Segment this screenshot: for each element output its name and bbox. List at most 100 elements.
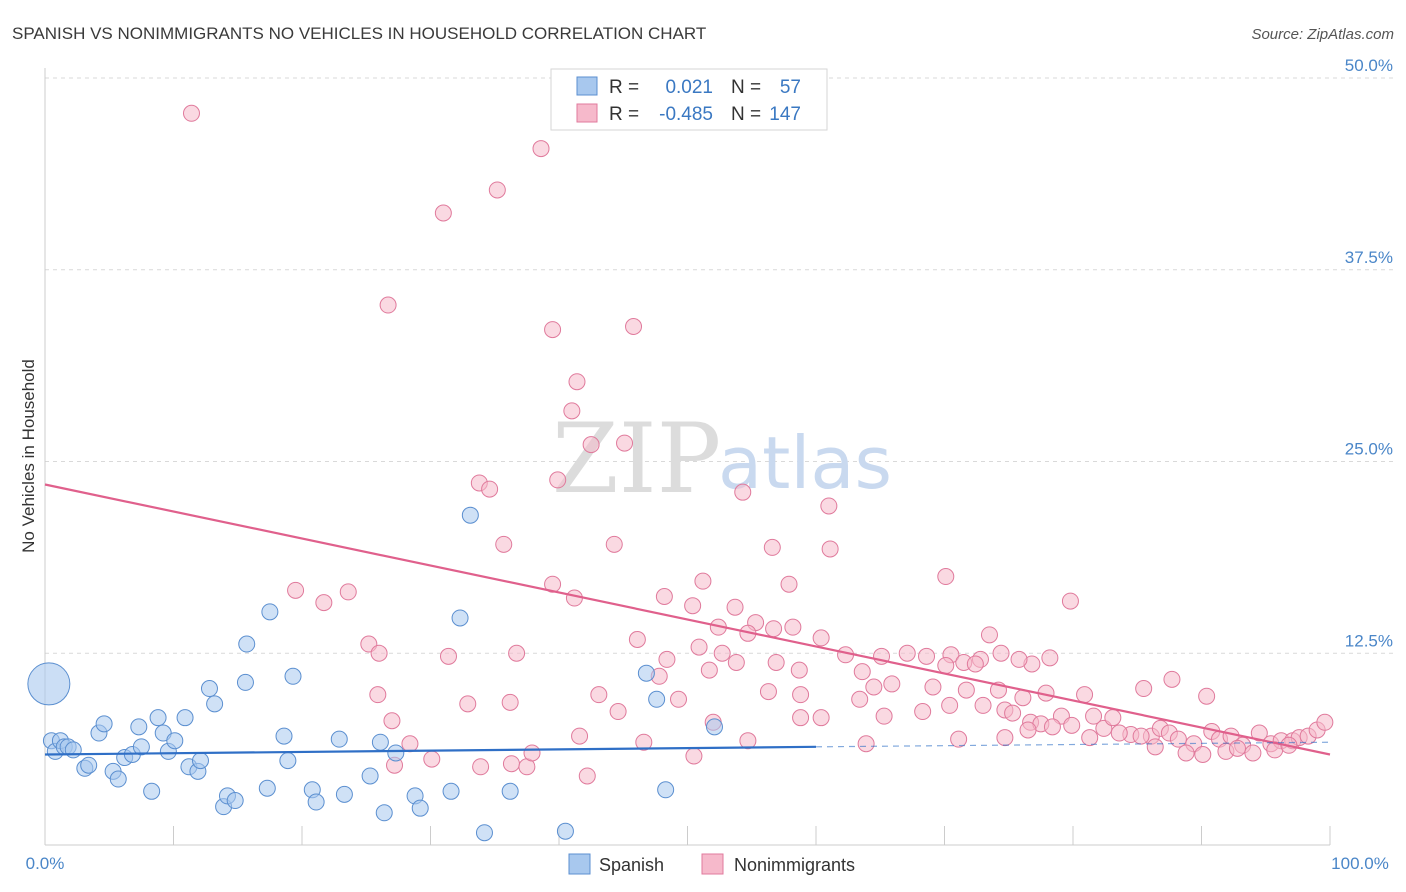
nonimmigrants-point-90 (941, 696, 959, 714)
spanish-trend-line-extension (815, 741, 1331, 748)
spanish-point-53 (637, 664, 655, 682)
nonimmigrants-point-46 (713, 644, 731, 662)
nonimmigrants-point-35 (812, 629, 830, 647)
spanish-point-44 (387, 744, 405, 762)
nonimmigrants-point-47 (767, 653, 785, 671)
spanish-point-55 (657, 781, 675, 799)
nonimmigrants-point-111 (1250, 724, 1268, 742)
nonimmigrants-point-7 (625, 318, 643, 336)
bottom-legend-label-spanish: Spanish (599, 855, 664, 875)
legend-swatch-spanish (576, 76, 598, 96)
trend-lines (44, 483, 1331, 756)
nonimmigrants-point-141 (472, 758, 490, 776)
nonimmigrants-point-20 (937, 568, 955, 586)
nonimmigrants-point-58 (727, 653, 745, 671)
series-legend: Spanish Nonimmigrants (568, 853, 855, 875)
nonimmigrants-point-97 (1063, 716, 1081, 734)
nonimmigrants-point-43 (439, 647, 457, 665)
nonimmigrants-point-66 (590, 686, 608, 704)
spanish-points (27, 506, 723, 842)
nonimmigrants-point-74 (957, 681, 975, 699)
nonimmigrants-point-29 (684, 597, 702, 615)
spanish-point-48 (451, 609, 469, 627)
nonimmigrants-point-17 (605, 535, 623, 553)
nonimmigrants-point-82 (369, 686, 387, 704)
spanish-point-32 (258, 779, 276, 797)
nonimmigrants-point-129 (1132, 727, 1150, 745)
spanish-point-16 (143, 782, 161, 800)
nonimmigrants-point-30 (726, 598, 744, 616)
spanish-point-14 (130, 718, 148, 736)
nonimmigrants-point-79 (1135, 680, 1153, 698)
legend-r-label-spanish: R = (609, 77, 639, 98)
spanish-point-31 (238, 635, 256, 653)
nonimmigrants-point-18 (763, 538, 781, 556)
y-axis-label: No Vehicles in Household (19, 359, 38, 553)
spanish-point-51 (501, 782, 519, 800)
spanish-point-25 (200, 680, 218, 698)
x-tick-label-max: 100.0% (1331, 854, 1389, 873)
nonimmigrants-point-6 (568, 373, 586, 391)
nonimmigrants-point-34 (784, 618, 802, 636)
nonimmigrants-point-73 (924, 678, 942, 696)
nonimmigrants-point-22 (694, 572, 712, 590)
nonimmigrants-point-135 (1244, 744, 1262, 762)
nonimmigrants-point-124 (996, 729, 1014, 747)
nonimmigrants-point-39 (690, 638, 708, 656)
spanish-point-42 (371, 733, 389, 751)
nonimmigrants-point-0 (182, 104, 200, 122)
nonimmigrants-point-121 (739, 732, 757, 750)
nonimmigrants-point-4 (532, 140, 550, 158)
nonimmigrants-point-68 (759, 683, 777, 701)
legend-n-value-spanish: 57 (780, 77, 801, 98)
nonimmigrants-point-65 (700, 661, 718, 679)
nonimmigrants-point-91 (974, 696, 992, 714)
spanish-point-9 (95, 715, 113, 733)
gridlines (45, 77, 1394, 654)
nonimmigrants-point-23 (780, 575, 798, 593)
spanish-point-52 (556, 822, 574, 840)
spanish-point-43 (375, 804, 393, 822)
nonimmigrants-point-42 (370, 644, 388, 662)
nonimmigrants-point-37 (1061, 592, 1079, 610)
spanish-point-33 (261, 603, 279, 621)
nonimmigrants-point-1 (379, 296, 397, 314)
x-tick-marks (44, 826, 1331, 845)
nonimmigrants-point-142 (502, 755, 520, 773)
nonimmigrants-point-16 (495, 535, 513, 553)
nonimmigrants-point-8 (563, 402, 581, 420)
nonimmigrants-point-80 (1163, 670, 1181, 688)
x-tick-label-min: 0.0% (26, 854, 65, 873)
nonimmigrants-point-5 (544, 321, 562, 339)
y-tick-label-1: 25.0% (1345, 440, 1393, 459)
bottom-legend-label-nonimmigrants: Nonimmigrants (734, 855, 855, 875)
spanish-point-46 (411, 799, 429, 817)
nonimmigrants-point-59 (790, 661, 808, 679)
spanish-point-5 (64, 741, 82, 759)
spanish-point-20 (166, 732, 184, 750)
spanish-point-11 (109, 770, 127, 788)
y-tick-label-2: 37.5% (1345, 248, 1393, 267)
spanish-point-17 (149, 709, 167, 727)
correlation-legend: R = 0.021 N = 57 R = -0.485 N = 147 (550, 68, 828, 131)
nonimmigrants-point-84 (501, 693, 519, 711)
nonimmigrants-point-78 (1076, 686, 1094, 704)
nonimmigrants-point-148 (523, 744, 541, 762)
nonimmigrants-point-81 (1198, 687, 1216, 705)
spanish-point-56 (705, 718, 723, 736)
nonimmigrants-point-83 (459, 695, 477, 713)
spanish-point-26 (206, 695, 224, 713)
nonimmigrants-point-54 (992, 644, 1010, 662)
nonimmigrants-point-69 (792, 686, 810, 704)
nonimmigrants-point-139 (423, 750, 441, 768)
nonimmigrants-point-44 (508, 644, 526, 662)
y-tick-label-0: 12.5% (1345, 631, 1393, 650)
watermark-zip: ZIP (552, 403, 721, 515)
nonimmigrants-point-118 (1316, 713, 1334, 731)
nonimmigrants-point-131 (1177, 744, 1195, 762)
spanish-point-29 (226, 792, 244, 810)
legend-n-label-spanish: N = (731, 77, 761, 98)
nonimmigrants-point-147 (571, 727, 589, 745)
nonimmigrants-point-49 (898, 644, 916, 662)
